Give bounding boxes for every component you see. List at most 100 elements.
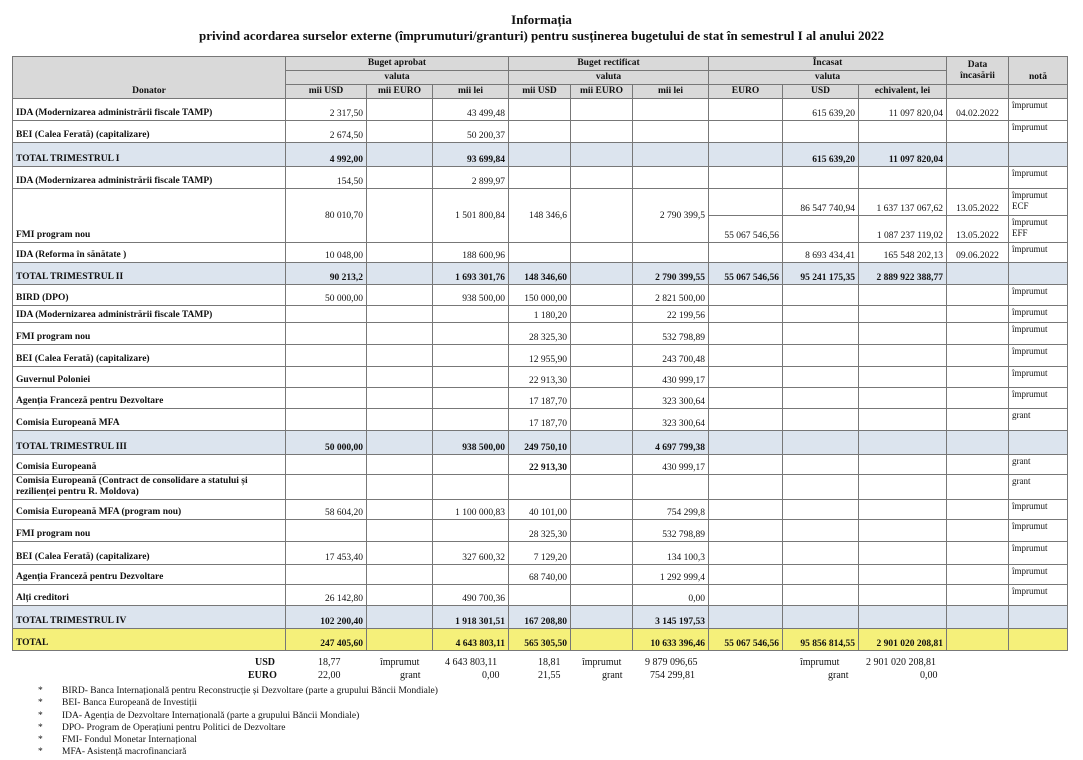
cell-value: 8 693 434,41 [782,242,859,263]
cell-value [1008,628,1068,651]
cell-value: 28 325,30 [508,519,571,542]
cell-value: 1 180,20 [508,305,571,323]
cell-value [708,242,783,263]
table-row: IDA (Modernizarea administrării fiscale … [12,98,1068,121]
cell-value [782,305,859,323]
cell-value: 50 200,37 [432,120,509,143]
cell-value: 22 199,56 [632,305,709,323]
legend-item: BEI- Banca Europeană de Investiții [38,697,1083,710]
cell-value [570,564,633,585]
cell-value: împrumut [1008,344,1068,367]
cell-value [570,605,633,629]
cell-value: 490 700,36 [432,584,509,606]
cell-value: 532 798,89 [632,519,709,542]
cell-value: împrumut [1008,242,1068,263]
cell-value: împrumut EFF [1008,215,1068,243]
cell-value [858,120,947,143]
cell-value [570,430,633,455]
cell-value [782,215,859,243]
cell-value [432,564,509,585]
cell-value [946,584,1009,606]
cell-value [946,564,1009,585]
cell-value: 1 637 137 067,62 [858,188,947,216]
cell-value [782,584,859,606]
cell-value [508,120,571,143]
cell-value: 2 901 020 208,81 [858,628,947,651]
cell-value [858,284,947,306]
cell-value [1008,605,1068,629]
summary-euro-type1: grant [400,670,421,681]
cell-value [946,605,1009,629]
cell-value: 55 067 546,56 [708,628,783,651]
cell-value [708,188,783,216]
cell-value [858,430,947,455]
donor-label: BEI (Calea Ferată) (capitalizare) [12,344,286,367]
cell-value [946,499,1009,520]
cell-value [1008,262,1068,285]
cell-value [858,166,947,189]
cell-value [708,564,783,585]
cell-value: împrumut ECF [1008,188,1068,216]
cell-value: împrumut [1008,499,1068,520]
cell-value [366,322,433,345]
cell-value: 134 100,3 [632,541,709,565]
cell-value [946,344,1009,367]
summary-euro-type3: grant [828,670,849,681]
cell-value: 2 790 399,5 [632,188,709,243]
cell-value [432,387,509,409]
cell-value: 09.06.2022 [946,242,1009,263]
cell-value: 167 208,80 [508,605,571,629]
cell-value [366,387,433,409]
donor-label: Comisia Europeană [12,454,286,475]
cell-value [508,166,571,189]
cell-value [858,454,947,475]
cell-value: 323 300,64 [632,408,709,431]
total-row: TOTAL TRIMESTRUL IV 102 200,40 1 918 301,5… [12,605,1068,629]
cell-value [366,284,433,306]
cell-value: grant [1008,408,1068,431]
cell-value: 26 142,80 [285,584,367,606]
cell-value [366,430,433,455]
cell-value [508,142,571,167]
cell-value: 1 087 237 119,02 [858,215,947,243]
cell-value [858,305,947,323]
cell-value [508,98,571,121]
summary-usd-type1: împrumut [380,657,420,668]
cell-value [366,142,433,167]
cell-value: 2 674,50 [285,120,367,143]
summary-euro-val2: 754 299,81 [650,670,695,681]
subheader-6: EURO [708,84,783,99]
summary-euro-val1: 0,00 [482,670,500,681]
cell-value [858,564,947,585]
cell-value: 938 500,00 [432,430,509,455]
cell-value [782,408,859,431]
cell-value [632,166,709,189]
cell-value: 150 000,00 [508,284,571,306]
cell-value: 95 856 814,55 [782,628,859,651]
cell-value [366,454,433,475]
cell-value [366,344,433,367]
cell-value [946,284,1009,306]
table-row: Comisia Europeană MFA 17 187,70 323 300,64… [12,408,1068,431]
cell-value [570,166,633,189]
cell-value [432,344,509,367]
cell-value [858,408,947,431]
cell-value [632,98,709,121]
cell-value [366,564,433,585]
cell-value: 17 187,70 [508,408,571,431]
cell-value: 7 129,20 [508,541,571,565]
cell-value: 90 213,2 [285,262,367,285]
funding-table: Donator Buget aprobat Buget rectificat Î… [12,56,1068,651]
table-row: Agenția Franceză pentru Dezvoltare 17 187… [12,387,1068,409]
table-row: FMI program nou 80 010,70 1 501 800,84 148 … [12,188,1068,243]
summary-usd-type3: împrumut [800,657,840,668]
cell-value [366,408,433,431]
donor-label: TOTAL [12,628,286,651]
cell-value [632,474,709,500]
table-row: BIRD (DPO) 50 000,00 938 500,00 150 000,00 2… [12,284,1068,306]
cell-value: 148 346,6 [508,188,571,243]
cell-value: 86 547 740,94 [782,188,859,216]
cell-value [570,541,633,565]
cell-value [708,474,783,500]
document-subtitle: privind acordarea surselor externe (împr… [198,28,885,43]
